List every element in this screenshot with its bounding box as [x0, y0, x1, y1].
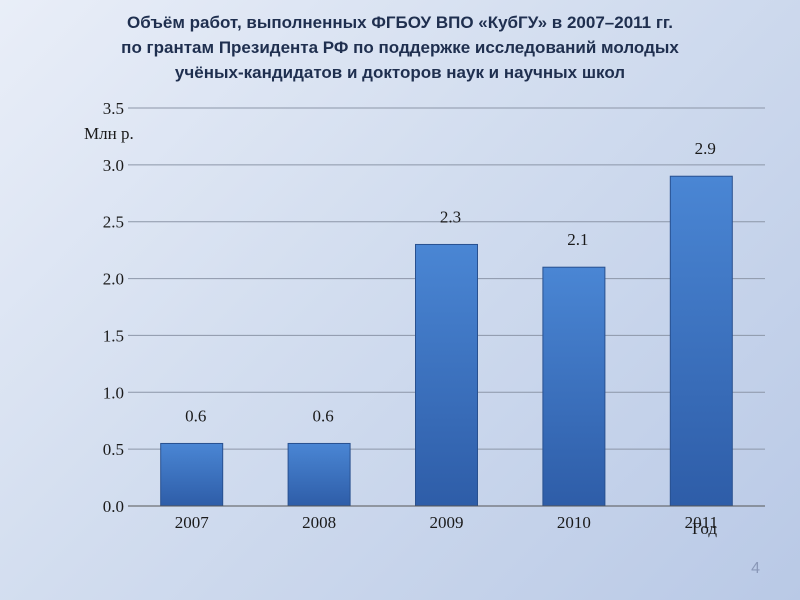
y-tick-label: 0.0	[103, 497, 124, 516]
title-line: по грантам Президента РФ по поддержке ис…	[121, 38, 679, 57]
y-tick-label: 3.5	[103, 99, 124, 118]
data-label: 2.1	[567, 230, 588, 249]
y-tick-labels: 0.0 0.5 1.0 1.5 2.0 2.5 3.0 3.5	[103, 99, 124, 516]
data-labels: 0.6 0.6 2.3 2.1 2.9	[185, 139, 716, 425]
x-tick-label: 2008	[302, 513, 336, 532]
y-tick-label: 2.5	[103, 213, 124, 232]
x-tick-label: 2011	[685, 513, 718, 532]
x-axis-label: Год	[692, 519, 717, 538]
y-tick-label: 3.0	[103, 156, 124, 175]
bars	[160, 175, 733, 507]
bar	[287, 442, 351, 507]
x-tick-label: 2007	[175, 513, 210, 532]
slide-title: Объём работ, выполненных ФГБОУ ВПО «КубГ…	[40, 10, 760, 85]
data-label: 0.6	[312, 406, 333, 425]
bar	[669, 175, 733, 507]
title-line: Объём работ, выполненных ФГБОУ ВПО «КубГ…	[126, 13, 674, 32]
bar	[160, 442, 224, 507]
y-tick-label: 1.0	[103, 383, 124, 402]
bar	[415, 243, 478, 507]
title-line: учёных-кандидатов и докторов наук и науч…	[174, 63, 626, 82]
bar	[542, 266, 606, 507]
x-tick-labels: 2007 2008 2009 2010 2011	[175, 513, 718, 532]
y-tick-label: 2.0	[103, 270, 124, 289]
x-tick-label: 2010	[557, 513, 591, 532]
slide-number: 4	[751, 560, 760, 577]
data-label: 0.6	[185, 406, 206, 425]
y-tick-label: 1.5	[103, 326, 124, 345]
y-axis-label: Млн р.	[84, 124, 134, 143]
data-label: 2.9	[695, 139, 716, 158]
y-tick-label: 0.5	[103, 440, 124, 459]
x-tick-label: 2009	[430, 513, 464, 532]
data-label: 2.3	[440, 207, 461, 226]
